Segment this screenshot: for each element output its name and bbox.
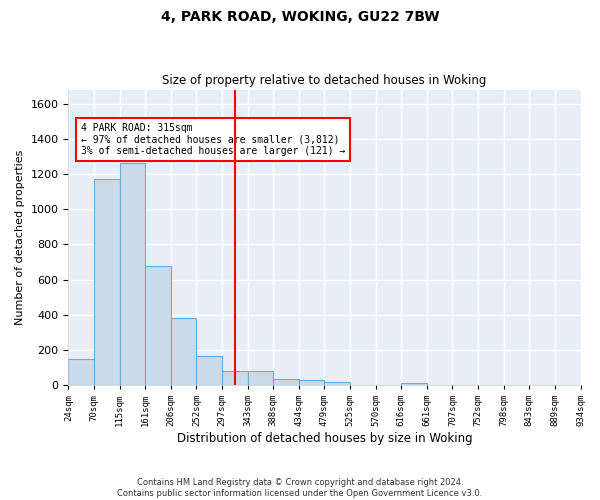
Bar [68,359,94,385]
Title: Size of property relative to detached houses in Woking: Size of property relative to detached ho… [162,74,487,87]
Bar [401,382,427,385]
Bar [119,164,145,385]
Y-axis label: Number of detached properties: Number of detached properties [15,150,25,325]
Bar [325,382,350,385]
Text: 4 PARK ROAD: 315sqm
← 97% of detached houses are smaller (3,812)
3% of semi-deta: 4 PARK ROAD: 315sqm ← 97% of detached ho… [81,123,346,156]
Bar [299,380,325,385]
Bar [145,266,171,385]
Bar [196,356,222,385]
Bar [94,180,119,385]
Bar [222,371,248,385]
Bar [248,371,273,385]
Text: 4, PARK ROAD, WOKING, GU22 7BW: 4, PARK ROAD, WOKING, GU22 7BW [161,10,439,24]
Bar [171,318,196,385]
X-axis label: Distribution of detached houses by size in Woking: Distribution of detached houses by size … [176,432,472,445]
Bar [273,379,299,385]
Text: Contains HM Land Registry data © Crown copyright and database right 2024.
Contai: Contains HM Land Registry data © Crown c… [118,478,482,498]
